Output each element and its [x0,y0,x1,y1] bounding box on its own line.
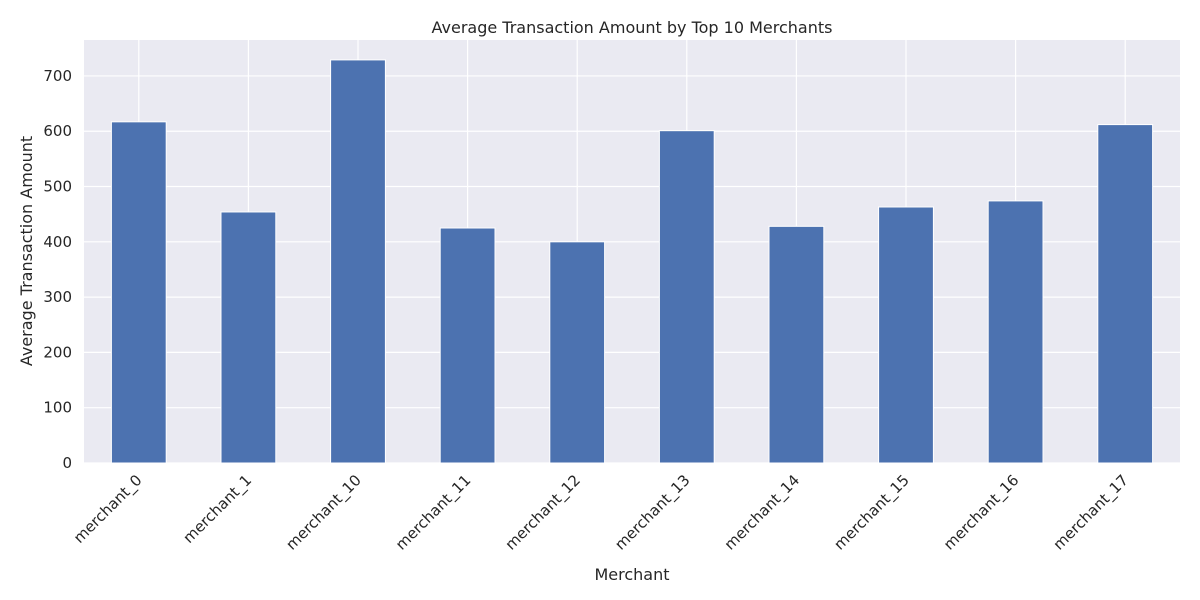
x-axis-label: Merchant [594,565,669,584]
y-axis-label: Average Transaction Amount [17,136,36,366]
y-axis-ticks: 0 100 200 300 400 500 600 700 [43,67,72,472]
chart-title: Average Transaction Amount by Top 10 Mer… [432,18,833,37]
x-tick-label: merchant_0 [70,471,146,547]
bar-merchant_14 [768,225,825,464]
x-tick-label: merchant_11 [392,471,475,554]
x-tick-label: merchant_16 [940,471,1023,554]
y-tick-label: 600 [43,122,72,140]
y-tick-label: 300 [43,288,72,306]
y-tick-label: 0 [62,454,72,472]
bar-merchant_12 [549,241,606,464]
x-tick-label: merchant_15 [830,471,913,554]
bar-merchant_15 [878,206,934,464]
x-axis-ticks: merchant_0 merchant_1 merchant_10 merchant_… [70,471,1133,554]
bar-merchant_11 [439,227,496,464]
x-tick-label: merchant_13 [611,471,694,554]
x-tick-label: merchant_12 [502,471,585,554]
bars [110,59,1154,464]
y-tick-label: 200 [43,343,72,361]
bar-merchant_16 [987,200,1044,464]
bar-merchant_13 [658,130,715,464]
x-tick-label: merchant_17 [1050,471,1133,554]
y-tick-label: 500 [43,178,72,196]
bar-merchant_17 [1097,124,1154,464]
x-tick-label: merchant_10 [282,471,365,554]
bar-merchant_10 [330,59,386,464]
y-tick-label: 700 [43,67,72,85]
y-tick-label: 100 [43,399,72,417]
bar-merchant_1 [220,211,277,464]
y-tick-label: 400 [43,233,72,251]
x-tick-label: merchant_1 [180,471,256,547]
bar-merchant_0 [110,121,167,464]
x-tick-label: merchant_14 [721,471,804,554]
